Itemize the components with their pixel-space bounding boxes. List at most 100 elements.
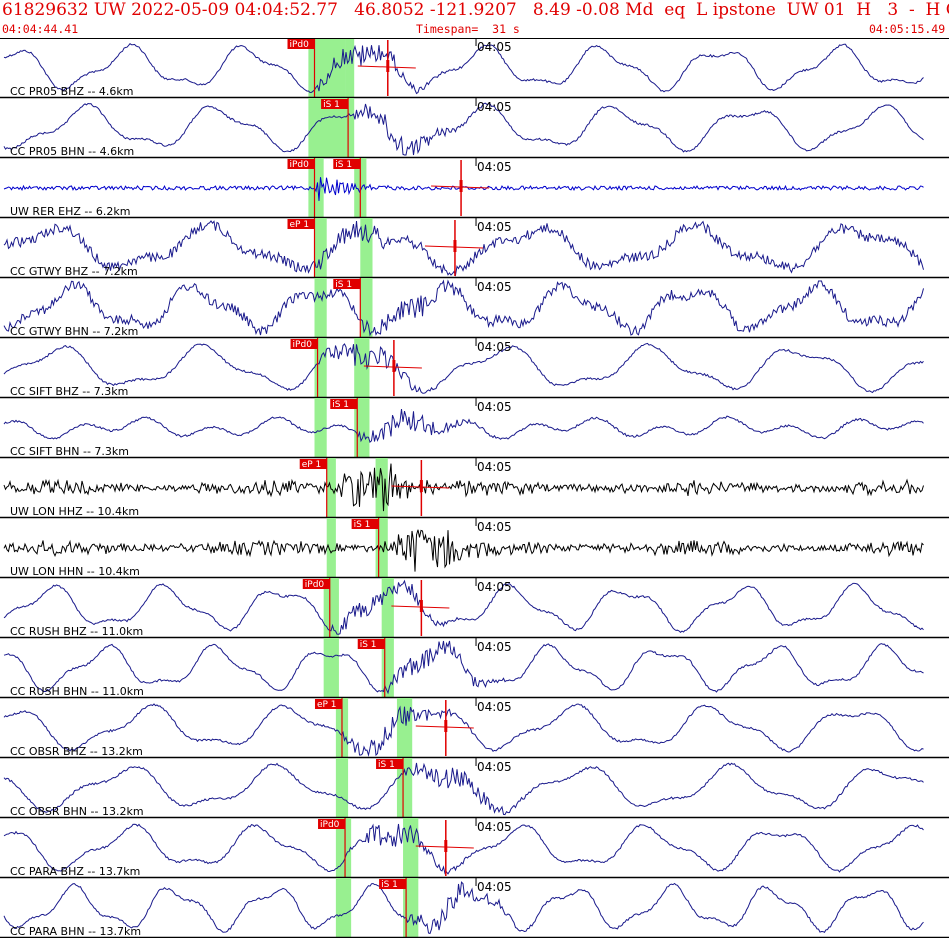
time-tick-label: 04:05 — [477, 520, 512, 534]
p-window — [335, 878, 352, 938]
pick-label: eP 1 — [290, 220, 310, 230]
channel-label: CC PR05 BHZ -- 4.6km — [10, 85, 134, 98]
waveform-line — [3, 43, 924, 95]
waveform-line — [3, 342, 924, 394]
pick-flag[interactable] — [302, 579, 330, 589]
waveform-line — [3, 529, 924, 572]
pick-flag[interactable] — [290, 339, 318, 349]
s-window — [345, 38, 355, 98]
p-window — [326, 518, 336, 578]
pick-flag[interactable] — [318, 819, 346, 829]
timespan-label: Timespan= 31 s — [416, 22, 520, 36]
s-window — [375, 458, 388, 518]
s-window — [354, 398, 370, 458]
trace-row[interactable]: eP 1 04:05 UW LON HHZ -- 10.4km — [0, 458, 949, 519]
channel-label: CC PR05 BHN -- 4.6km — [10, 145, 134, 158]
waveform-line — [3, 177, 924, 201]
channel-label: CC OBSR BHZ -- 13.2km — [10, 745, 143, 758]
coda-handle[interactable] — [459, 180, 463, 192]
s-window — [345, 98, 355, 158]
pick-flag[interactable] — [330, 399, 358, 409]
coda-handle[interactable] — [444, 720, 448, 732]
channel-label: CC GTWY BHN -- 7.2km — [10, 325, 138, 338]
waveform-line — [3, 102, 924, 156]
time-tick-label: 04:05 — [477, 640, 512, 654]
pick-label: iPd0 — [290, 160, 310, 170]
pick-flag[interactable] — [379, 879, 407, 889]
trace-row[interactable]: iS 1 04:05 CC SIFT BHN -- 7.3km — [0, 398, 949, 459]
trace-row[interactable]: iPd0 04:05 CC RUSH BHZ -- 11.0km — [0, 578, 949, 639]
p-window — [326, 458, 336, 518]
pick-label: iS 1 — [335, 280, 352, 290]
p-window — [314, 278, 327, 338]
trace-row[interactable]: iS 1 04:05 CC PARA BHN -- 13.7km — [0, 878, 949, 938]
pick-flag[interactable] — [333, 159, 361, 169]
channel-label: UW LON HHN -- 10.4km — [10, 565, 140, 578]
pick-label: iS 1 — [360, 640, 377, 650]
p-window — [335, 758, 349, 818]
trace-row[interactable]: iS 1 04:05 CC PR05 BHN -- 4.6km — [0, 98, 949, 159]
trace-row[interactable]: iS 1 04:05 CC GTWY BHN -- 7.2km — [0, 278, 949, 339]
s-window — [396, 758, 413, 818]
trace-row[interactable]: iPd0 04:05 CC SIFT BHZ -- 7.3km — [0, 338, 949, 399]
trace-row[interactable]: iS 1 04:05 UW LON HHN -- 10.4km — [0, 518, 949, 579]
channel-label: CC PARA BHN -- 13.7km — [10, 925, 141, 938]
pick-label: eP 1 — [302, 460, 322, 470]
pick-label: iS 1 — [381, 880, 398, 890]
trace-row[interactable]: iPd0 iS 1 04:05 UW RER EHZ -- 6.2km — [0, 158, 949, 219]
s-window — [360, 278, 373, 338]
time-tick-label: 04:05 — [477, 40, 512, 54]
waveform-line — [3, 823, 924, 875]
channel-label: UW LON HHZ -- 10.4km — [10, 505, 139, 518]
coda-handle[interactable] — [444, 840, 448, 852]
coda-handle[interactable] — [392, 360, 396, 372]
pick-flag[interactable] — [333, 279, 361, 289]
pick-flag[interactable] — [376, 759, 404, 769]
channel-label: CC RUSH BHN -- 11.0km — [10, 685, 144, 698]
waveform-line — [3, 579, 924, 635]
pick-label: iS 1 — [323, 100, 340, 110]
pick-label: iPd0 — [320, 820, 340, 830]
event-summary: 61829632 UW 2022-05-09 04:04:52.77 46.80… — [2, 0, 949, 20]
waveform-panel[interactable]: iPd0 04:05 CC PR05 BHZ -- 4.6km iS 1 04:05 CC… — [0, 38, 949, 938]
p-window — [314, 218, 327, 278]
time-tick-label: 04:05 — [477, 880, 512, 894]
channel-label: CC RUSH BHZ -- 11.0km — [10, 625, 143, 638]
trace-row[interactable]: iPd0 04:05 CC PARA BHZ -- 13.7km — [0, 818, 949, 879]
p-window — [323, 578, 339, 638]
waveform-line — [3, 762, 924, 816]
waveform-line — [3, 408, 924, 444]
pick-label: iS 1 — [378, 760, 395, 770]
channel-label: CC SIFT BHN -- 7.3km — [10, 445, 129, 458]
coda-handle[interactable] — [453, 240, 457, 252]
time-tick-label: 04:05 — [477, 340, 512, 354]
channel-label: UW RER EHZ -- 6.2km — [10, 205, 130, 218]
p-window — [314, 398, 327, 458]
coda-handle[interactable] — [419, 600, 423, 612]
pick-flag[interactable] — [299, 459, 327, 469]
pick-flag[interactable] — [287, 219, 315, 229]
pick-label: iPd0 — [290, 40, 310, 50]
pick-label: iPd0 — [293, 340, 313, 350]
pick-flag[interactable] — [314, 699, 342, 709]
p-window — [323, 638, 339, 698]
trace-row[interactable]: eP 1 04:05 CC OBSR BHZ -- 13.2km — [0, 698, 949, 759]
start-time-label: 04:04:44.41 — [2, 22, 79, 36]
time-tick-label: 04:05 — [477, 700, 512, 714]
coda-handle[interactable] — [386, 60, 390, 72]
waveform-line — [3, 703, 924, 757]
pick-flag[interactable] — [321, 99, 349, 109]
trace-row[interactable]: iS 1 04:05 CC RUSH BHN -- 11.0km — [0, 638, 949, 699]
s-window — [360, 218, 373, 278]
pick-flag[interactable] — [351, 519, 379, 529]
pick-flag[interactable] — [287, 159, 315, 169]
channel-label: CC SIFT BHZ -- 7.3km — [10, 385, 128, 398]
pick-flag[interactable] — [287, 39, 315, 49]
coda-handle[interactable] — [419, 480, 423, 492]
waveform-line — [3, 463, 924, 512]
time-tick-label: 04:05 — [477, 760, 512, 774]
trace-row[interactable]: iPd0 04:05 CC PR05 BHZ -- 4.6km — [0, 38, 949, 99]
trace-row[interactable]: eP 1 04:05 CC GTWY BHZ -- 7.2km — [0, 218, 949, 279]
trace-row[interactable]: iS 1 04:05 CC OBSR BHN -- 13.2km — [0, 758, 949, 819]
pick-flag[interactable] — [357, 639, 385, 649]
